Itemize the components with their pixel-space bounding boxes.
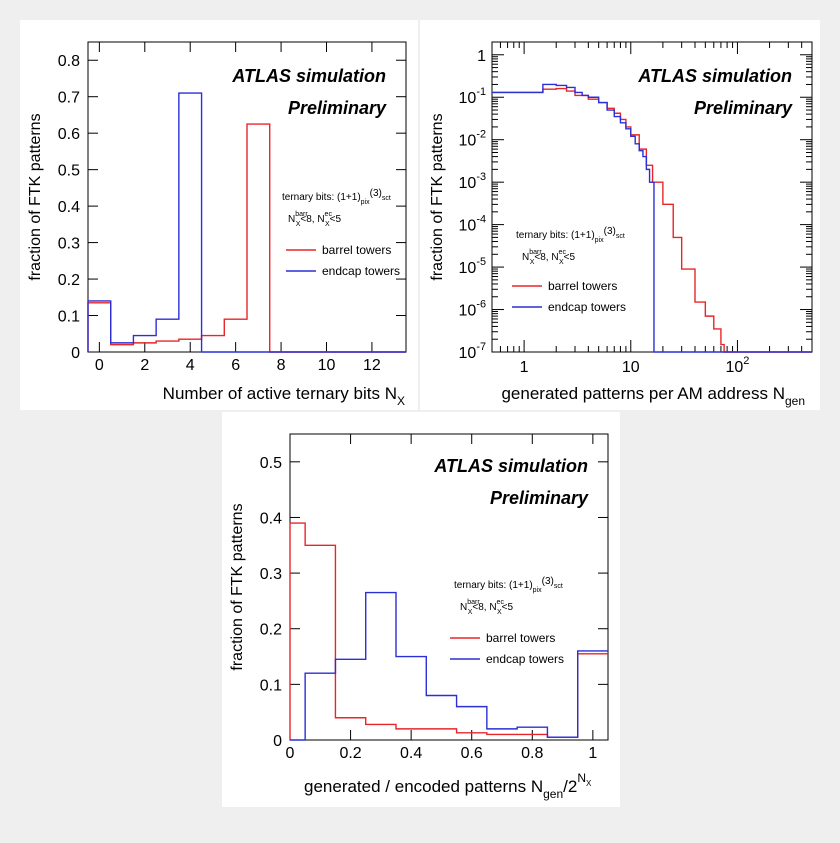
legend-label-endcap: endcap towers <box>322 264 400 278</box>
series-barrel <box>87 123 406 353</box>
x-axis-label: Number of active ternary bits NX <box>163 384 405 408</box>
x-tick-label: 12 <box>363 357 381 374</box>
y-tick-label: 0 <box>71 345 80 362</box>
x-axis-label: generated patterns per AM address Ngen <box>501 384 805 408</box>
x-tick-label: 0 <box>95 357 104 374</box>
y-axis-label: fraction of FTK patterns <box>429 113 446 280</box>
ternary-bits-label: ternary bits: (1+1)pix(3)sct <box>454 576 563 594</box>
x-tick-label: 0.8 <box>521 745 543 762</box>
x-tick-label: 4 <box>186 357 195 374</box>
preliminary-label: Preliminary <box>490 488 589 508</box>
preliminary-label: Preliminary <box>288 98 387 118</box>
preliminary-label: Preliminary <box>694 98 793 118</box>
y-tick-label: 0.6 <box>58 126 80 143</box>
x-tick-label: 2 <box>140 357 149 374</box>
ternary-bits-label: ternary bits: (1+1)pix(3)sct <box>516 226 625 244</box>
panel-bottom: 0 0.2 0.4 0.6 0.8 1 0 0.1 0.2 0.3 0.4 0.5 fraction o… <box>222 412 620 807</box>
y-axis-label: fraction of FTK patterns <box>27 113 44 280</box>
legend-label-endcap: endcap towers <box>486 652 564 666</box>
x-tick-label: 0.6 <box>461 745 483 762</box>
y-tick-label: 10-4 <box>459 214 486 235</box>
panel-top-right: 1 10 102 10-7 10-6 10-5 10-4 10-3 10-2 10-1 1 fract… <box>420 20 820 410</box>
atlas-label: ATLAS simulation <box>637 66 792 86</box>
x-tick-label: 102 <box>725 355 749 376</box>
legend-label-barrel: barrel towers <box>548 279 617 293</box>
series-barrel <box>492 87 812 353</box>
x-tick-label: 6 <box>231 357 240 374</box>
panel-top-left: 0 2 4 6 8 10 12 0 0.1 0.2 0.3 0.4 0.5 0.6 0.7 0.8 fracti… <box>20 20 418 410</box>
plot-frame <box>491 41 813 353</box>
y-tick-label: 10-7 <box>459 341 486 362</box>
legend-label-endcap: endcap towers <box>548 300 626 314</box>
cut-label: Nbarr X<8, Nec X<5 <box>288 211 341 228</box>
x-tick-label: 0.4 <box>400 745 422 762</box>
x-tick-label: 1 <box>520 359 529 376</box>
legend-label-barrel: barrel towers <box>486 631 555 645</box>
y-tick-label: 0.1 <box>260 677 282 694</box>
y-tick-label: 0 <box>273 733 282 750</box>
x-tick-label: 10 <box>622 359 640 376</box>
series-barrel <box>289 522 608 740</box>
y-tick-label: 10-2 <box>459 129 486 150</box>
chart-top-left: 0 2 4 6 8 10 12 0 0.1 0.2 0.3 0.4 0.5 0.6 0.7 0.8 fracti… <box>27 41 407 408</box>
x-axis-label: generated / encoded patterns Ngen/2NX <box>304 771 592 801</box>
x-tick-label: 1 <box>588 745 597 762</box>
chart-top-right: 1 10 102 10-7 10-6 10-5 10-4 10-3 10-2 10-1 1 fract… <box>429 41 813 408</box>
atlas-label: ATLAS simulation <box>231 66 386 86</box>
y-tick-label: 0.5 <box>260 455 282 472</box>
legend-label-barrel: barrel towers <box>322 243 391 257</box>
y-tick-label: 0.3 <box>260 566 282 583</box>
cut-label: Nbarr X<8, Nec X<5 <box>460 599 513 616</box>
y-tick-label: 0.4 <box>58 199 80 216</box>
x-tick-label: 8 <box>277 357 286 374</box>
y-tick-label: 0.4 <box>260 510 282 527</box>
y-tick-label: 10-6 <box>459 299 486 320</box>
y-tick-label: 10-1 <box>459 86 486 107</box>
cut-label: Nbarr X<8, Nec X<5 <box>522 249 575 266</box>
x-tick-label: 10 <box>318 357 336 374</box>
y-tick-label: 0.5 <box>58 163 80 180</box>
y-tick-label: 0.7 <box>58 90 80 107</box>
y-tick-label: 10-3 <box>459 171 486 192</box>
y-axis-label: fraction of FTK patterns <box>229 503 246 670</box>
x-tick-label: 0.2 <box>339 745 361 762</box>
y-tick-label: 10-5 <box>459 256 486 277</box>
y-tick-label: 0.2 <box>260 622 282 639</box>
atlas-label: ATLAS simulation <box>433 456 588 476</box>
series-endcap <box>492 83 812 353</box>
y-tick-label: 1 <box>477 48 486 65</box>
x-tick-label: 0 <box>286 745 295 762</box>
y-tick-label: 0.8 <box>58 53 80 70</box>
chart-bottom: 0 0.2 0.4 0.6 0.8 1 0 0.1 0.2 0.3 0.4 0.5 fraction o… <box>229 433 609 801</box>
ternary-bits-label: ternary bits: (1+1)pix(3)sct <box>282 188 391 206</box>
series-endcap <box>87 92 406 353</box>
series-endcap <box>290 591 608 741</box>
y-tick-label: 0.2 <box>58 272 80 289</box>
y-tick-label: 0.1 <box>58 309 80 326</box>
y-tick-label: 0.3 <box>58 236 80 253</box>
